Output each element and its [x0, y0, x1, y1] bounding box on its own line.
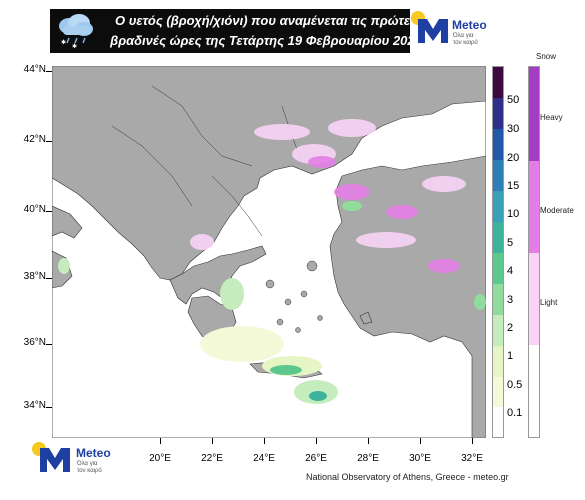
rain-label-0-1: 0.1 [507, 407, 523, 419]
lat-tick [46, 407, 52, 408]
title-line-1: Ο υετός (βροχή/χιόνι) που αναμένεται τις… [114, 13, 417, 28]
lat-tick [46, 71, 52, 72]
rain-color-20 [493, 129, 503, 160]
lon-tick [160, 438, 161, 444]
rain-color-2 [493, 315, 503, 346]
rain-label-4: 4 [507, 265, 514, 277]
rain-color-3 [493, 284, 503, 315]
rain-color-1 [493, 346, 503, 377]
rain-label-2: 2 [507, 322, 514, 334]
lat-tick [46, 278, 52, 279]
rain-label-20: 20 [507, 152, 520, 164]
logo-name: Meteo [452, 18, 487, 32]
rain-color-0-5 [493, 377, 503, 407]
rain-color-4 [493, 253, 503, 284]
meteo-logo-bottom: Meteo Όλα για τον καιρό [32, 440, 122, 476]
lat-label-34: 34°N [23, 400, 46, 411]
logo-tagline-1: Όλα για [77, 461, 98, 467]
rain-label-10: 10 [507, 208, 520, 220]
snow-colorbar [528, 66, 540, 438]
lon-label-32: 32°E [461, 453, 483, 464]
rain-label-3: 3 [507, 294, 514, 306]
snow-label-light: Light [540, 298, 558, 307]
lon-tick [368, 438, 369, 444]
rain-snow-cloud-icon: ✱ ✱ [59, 14, 93, 50]
rain-label-1: 1 [507, 350, 514, 362]
lon-tick [264, 438, 265, 444]
title-banner: ✱ ✱ Ο υετός (βροχή/χιόνι) που αναμένεται… [50, 9, 432, 53]
rain-label-50: 50 [507, 94, 520, 106]
snow-label-moderate: Moderate [540, 206, 574, 215]
snow-color-heavy [529, 67, 539, 161]
lon-label-28: 28°E [357, 453, 379, 464]
rain-label-0-5: 0.5 [507, 379, 523, 391]
rain-color-5 [493, 222, 503, 253]
footer-credit: National Observatory of Athens, Greece -… [306, 472, 509, 482]
snow-color-none [529, 345, 539, 437]
rain-color-30 [493, 98, 503, 129]
lat-tick [46, 344, 52, 345]
lon-tick [212, 438, 213, 444]
meteo-logo-top: Meteo Όλα για τον καιρό [410, 9, 487, 53]
svg-text:✱: ✱ [61, 39, 66, 46]
lat-tick [46, 141, 52, 142]
lat-tick [46, 211, 52, 212]
logo-tagline-1: Όλα για [453, 33, 474, 39]
page-title: Ο υετός (βροχή/χιόνι) που αναμένεται τις… [100, 11, 432, 51]
svg-text:✱: ✱ [72, 43, 77, 50]
lat-label-44: 44°N [23, 64, 46, 75]
rain-color-50 [493, 67, 503, 98]
precipitation-map [52, 66, 486, 438]
meteo-m-icon [40, 448, 70, 472]
lon-tick [316, 438, 317, 444]
lat-label-42: 42°N [23, 134, 46, 145]
lat-label-36: 36°N [23, 337, 46, 348]
rain-color-0-1 [493, 407, 503, 437]
lon-tick [420, 438, 421, 444]
rain-color-10 [493, 191, 503, 222]
meteo-m-icon [418, 19, 448, 43]
lon-tick [472, 438, 473, 444]
rain-color-15 [493, 160, 503, 191]
snow-label-heavy: Heavy [540, 113, 563, 122]
lon-label-30: 30°E [409, 453, 431, 464]
snow-color-moderate [529, 161, 539, 253]
logo-name: Meteo [76, 446, 111, 460]
rain-label-30: 30 [507, 123, 520, 135]
lat-label-40: 40°N [23, 204, 46, 215]
snow-color-light [529, 253, 539, 345]
lat-label-38: 38°N [23, 271, 46, 282]
logo-tagline-2: τον καιρό [453, 40, 478, 46]
lon-label-22: 22°E [201, 453, 223, 464]
rain-colorbar [492, 66, 504, 438]
rain-label-5: 5 [507, 237, 514, 249]
rain-label-15: 15 [507, 180, 520, 192]
lon-label-26: 26°E [305, 453, 327, 464]
logo-tagline-2: τον καιρό [77, 468, 102, 474]
title-line-2: βραδινές ώρες της Τετάρτης 19 Φεβρουαρίο… [110, 33, 422, 48]
lon-label-24: 24°E [253, 453, 275, 464]
snow-legend-title: Snow [536, 52, 557, 61]
lon-label-20: 20°E [149, 453, 171, 464]
